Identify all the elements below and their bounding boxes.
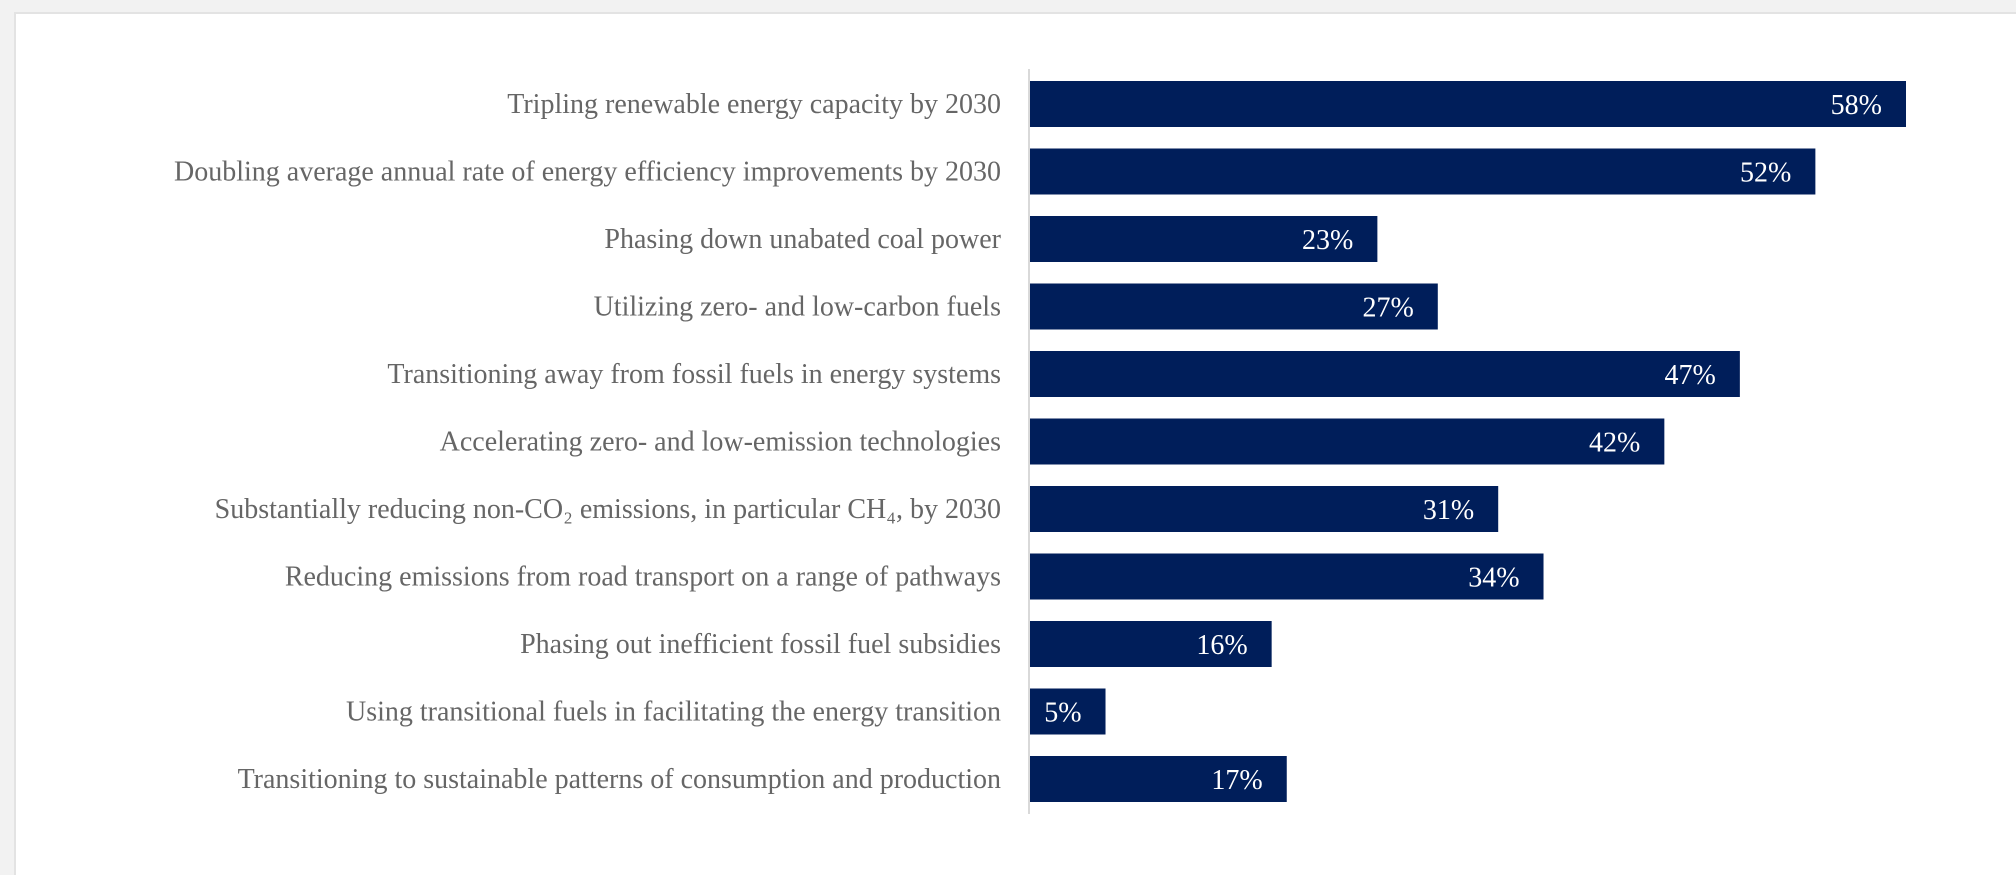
bar <box>1030 486 1499 532</box>
category-label: Using transitional fuels in facilitating… <box>346 697 1001 728</box>
bar <box>1030 553 1544 600</box>
category-label: Transitioning away from fossil fuels in … <box>387 359 1001 390</box>
bar <box>1030 283 1438 330</box>
category-label: Transitioning to sustainable patterns of… <box>238 764 1001 795</box>
chart-panel: Tripling renewable energy capacity by 20… <box>14 12 2016 875</box>
bar-chart: Tripling renewable energy capacity by 20… <box>174 69 1906 814</box>
data-label: 23% <box>1302 225 1353 256</box>
bar <box>1030 688 1106 735</box>
data-label: 16% <box>1196 630 1247 661</box>
bar <box>1030 351 1740 397</box>
bar <box>1030 216 1378 262</box>
bar <box>1030 418 1665 465</box>
data-label: 47% <box>1665 360 1716 391</box>
data-label: 17% <box>1211 765 1262 796</box>
category-label: Reducing emissions from road transport o… <box>285 562 1001 593</box>
data-label: 27% <box>1362 293 1413 324</box>
bar <box>1030 148 1816 195</box>
category-label: Doubling average annual rate of energy e… <box>174 157 1001 188</box>
data-label: 42% <box>1589 428 1640 459</box>
bar <box>1030 81 1906 127</box>
data-label: 31% <box>1423 495 1474 526</box>
category-label: Accelerating zero- and low-emission tech… <box>440 427 1001 458</box>
data-label: 52% <box>1740 158 1791 189</box>
category-label: Tripling renewable energy capacity by 20… <box>507 89 1001 120</box>
category-label: Phasing down unabated coal power <box>604 224 1001 255</box>
data-label: 58% <box>1831 90 1882 121</box>
bar <box>1030 756 1287 802</box>
data-label: 5% <box>1044 698 1081 729</box>
data-label: 34% <box>1468 563 1519 594</box>
category-label: Phasing out inefficient fossil fuel subs… <box>520 629 1001 660</box>
bar <box>1030 621 1272 667</box>
category-label: Utilizing zero- and low-carbon fuels <box>594 292 1001 323</box>
category-label: Substantially reducing non-CO₂ emissions… <box>215 494 1001 525</box>
